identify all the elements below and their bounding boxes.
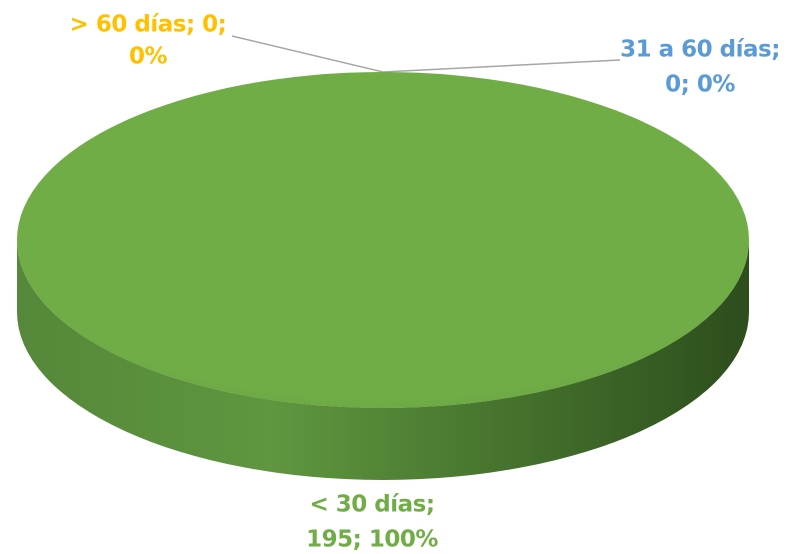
data-label: > 60 días; 0; xyxy=(70,12,227,38)
data-label: 0% xyxy=(129,44,168,70)
data-label: < 30 días; xyxy=(309,492,434,518)
slice-side xyxy=(17,240,749,480)
slice-shade xyxy=(17,72,749,408)
data-label: 31 a 60 días; xyxy=(620,37,780,63)
data-label: 0; 0% xyxy=(665,72,735,98)
leader-lines xyxy=(231,35,621,73)
data-label: 195; 100% xyxy=(306,527,438,553)
